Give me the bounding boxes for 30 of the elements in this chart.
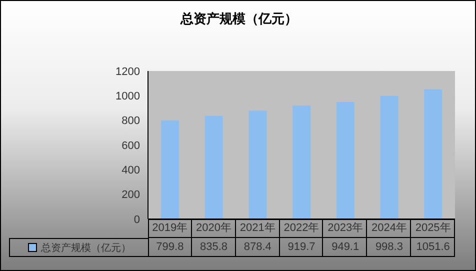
y-tick-label: 0: [134, 214, 140, 226]
data-label: 998.3: [375, 241, 403, 253]
x-tick-label: 2022年: [284, 222, 320, 234]
chart-title: 总资产规模（亿元）: [179, 10, 298, 28]
x-tick-label: 2021年: [240, 222, 276, 234]
x-tick-label: 2025年: [415, 222, 451, 234]
bar: [204, 116, 223, 219]
bar: [424, 89, 442, 219]
data-label: 799.8: [156, 241, 184, 253]
data-label: 949.1: [332, 241, 360, 253]
bar: [248, 110, 267, 219]
x-tick-label: 2020年: [196, 222, 232, 234]
y-tick-label: 200: [122, 189, 140, 202]
y-tick-label: 1000: [116, 90, 140, 103]
x-tick-label: 2024年: [371, 222, 407, 234]
data-label: 835.8: [200, 241, 228, 253]
legend-label: 总资产规模（亿元）: [41, 242, 131, 254]
data-label: 919.7: [288, 241, 316, 253]
x-tick-label: 2023年: [328, 222, 364, 234]
y-tick-label: 800: [122, 115, 140, 128]
bar: [380, 96, 398, 219]
y-tick-label: 400: [122, 164, 140, 177]
data-label: 878.4: [244, 241, 272, 253]
bar: [292, 106, 311, 219]
bar: [336, 102, 354, 219]
y-tick-label: 600: [122, 140, 140, 152]
y-tick-label: 1200: [116, 66, 140, 78]
x-tick-label: 2019年: [152, 222, 188, 234]
bar: [161, 120, 179, 219]
data-label: 1051.6: [416, 241, 450, 253]
